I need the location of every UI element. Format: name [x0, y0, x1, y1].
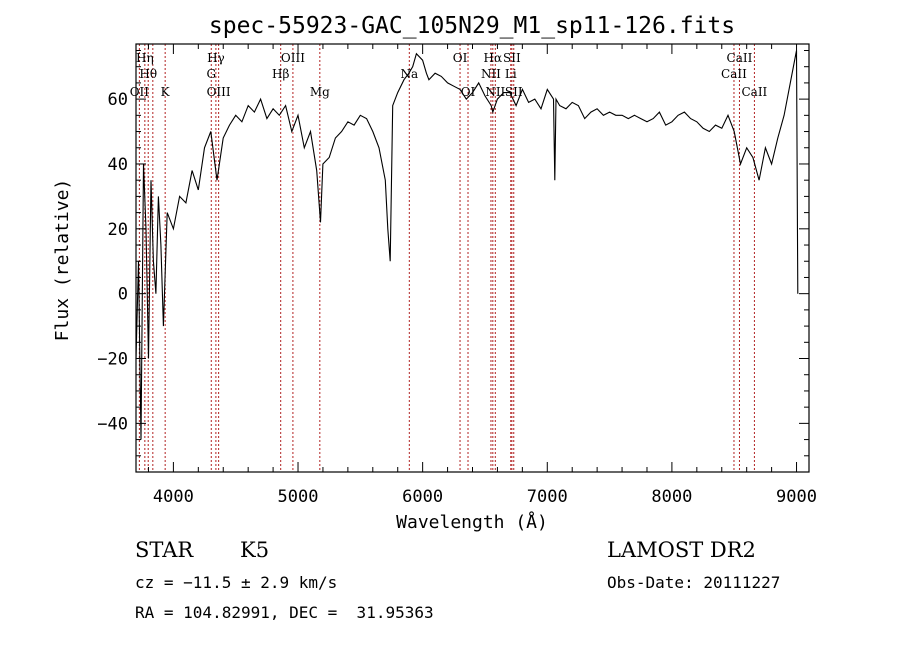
line-marker-label: K	[161, 85, 171, 99]
line-marker-label: Li	[505, 67, 517, 81]
line-marker-label: Hβ	[272, 67, 289, 81]
line-marker-label: SII	[505, 85, 523, 99]
x-tick-label: 6000	[402, 487, 443, 507]
object-class: STAR	[135, 538, 194, 562]
survey-name: LAMOST DR2	[607, 538, 756, 562]
object-subclass: K5	[240, 538, 270, 562]
y-tick-label: 40	[108, 155, 128, 175]
plot-frame	[135, 43, 810, 473]
x-axis-label: Wavelength (Å)	[396, 511, 548, 533]
line-marker-label: CaII	[721, 67, 747, 81]
x-axis-ticks: 4000 5000 6000 7000 8000 9000	[147, 44, 817, 507]
spectrum-series-line	[135, 50, 799, 440]
ra-dec: RA = 104.82991, DEC = 31.95363	[135, 603, 434, 622]
y-tick-label: 60	[108, 90, 128, 110]
line-marker-labels: OIIHηHθKGHγOIIIHβOIIIMgNaOIOINIIHαNIILiS…	[130, 51, 768, 99]
line-marker-label: CaII	[741, 85, 767, 99]
y-tick-label: −40	[97, 414, 128, 434]
y-tick-label: 0	[118, 285, 128, 305]
y-axis-ticks: −40 −20 0 20 40 60	[97, 49, 809, 457]
line-marker-label: OIII	[207, 85, 231, 99]
line-marker-label: OI	[453, 51, 468, 65]
observation-date: Obs-Date: 20111227	[607, 573, 781, 592]
line-marker-label: OIII	[281, 51, 305, 65]
line-marker-label: SII	[503, 51, 521, 65]
line-marker-label: Hα	[484, 51, 503, 65]
line-marker-label: Hγ	[207, 51, 225, 65]
line-markers	[138, 44, 755, 472]
line-marker-label: Hθ	[139, 67, 157, 81]
redshift-cz: cz = −11.5 ± 2.9 km/s	[135, 573, 338, 592]
line-marker-label: Na	[400, 67, 418, 81]
line-marker-label: G	[206, 67, 216, 81]
x-tick-label: 4000	[153, 487, 194, 507]
chart-title: spec-55923-GAC_105N29_M1_sp11-126.fits	[209, 13, 735, 39]
y-tick-label: 20	[108, 220, 128, 240]
y-tick-label: −20	[97, 350, 128, 370]
line-marker-label: OII	[130, 85, 150, 99]
line-marker-label: Mg	[310, 85, 330, 99]
line-marker-label: NII	[481, 67, 501, 81]
x-tick-label: 7000	[527, 487, 568, 507]
x-tick-label: 9000	[776, 487, 817, 507]
line-marker-label: Hη	[136, 51, 154, 65]
y-axis-label: Flux (relative)	[52, 179, 73, 342]
x-tick-label: 5000	[278, 487, 319, 507]
x-tick-label: 8000	[651, 487, 692, 507]
line-marker-label: CaII	[727, 51, 753, 65]
line-marker-label: NII	[485, 85, 505, 99]
